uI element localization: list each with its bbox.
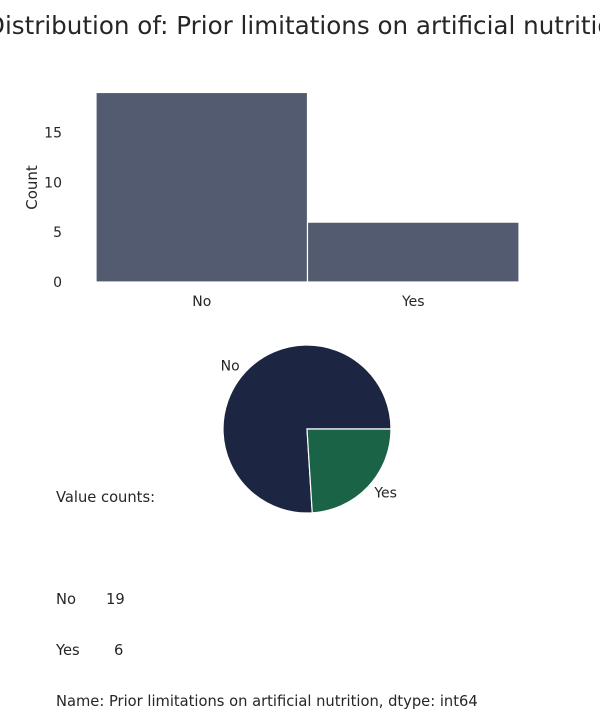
value-counts-text: Value counts: No 19 Yes 6 Name: Prior limi… [56, 455, 478, 727]
y-axis-label: Count [23, 165, 41, 210]
value-count-number: 6 [114, 642, 124, 659]
y-tick-label: 5 [53, 225, 62, 241]
bar-chart: No Yes 0 5 10 15 Count [23, 91, 520, 310]
chart-title: Distribution of: Prior limitations on ar… [0, 11, 600, 40]
pie-label: Yes [373, 485, 397, 501]
pie-slice [222, 344, 392, 514]
y-tick-label: 15 [44, 125, 62, 141]
value-counts-blank [56, 540, 478, 557]
value-counts-header: Value counts: [56, 489, 156, 506]
x-tick-label: Yes [401, 294, 425, 310]
chart-title-wrapper: Distribution of: Prior limitations on ar… [0, 6, 600, 46]
y-tick-label: 10 [44, 175, 62, 191]
value-count-label: Yes [56, 642, 80, 659]
bar [306, 221, 520, 283]
pie-slice [306, 428, 392, 514]
y-tick-label: 0 [53, 275, 62, 291]
bar [95, 91, 309, 283]
series-footer: Name: Prior limitations on artificial nu… [56, 693, 478, 710]
value-count-row: Yes 6 [56, 642, 478, 659]
pie-label: No [221, 359, 240, 375]
x-tick-label: No [192, 294, 211, 310]
pie-chart: No Yes [221, 344, 397, 514]
